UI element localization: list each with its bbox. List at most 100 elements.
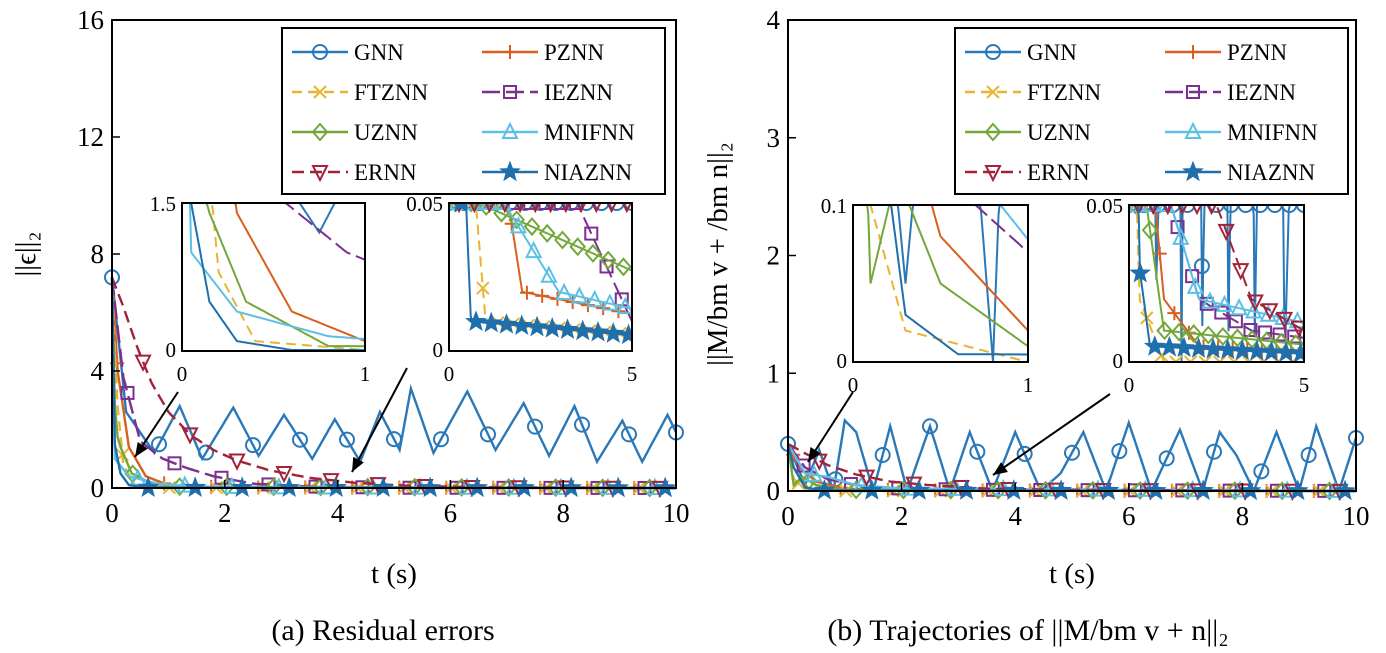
panel-b-inset-2-marker-niaznn <box>1129 261 1152 283</box>
panel-b-inset-2-marker-uznn <box>1229 328 1246 348</box>
panel-b-legend-marker <box>1186 45 1200 59</box>
panel-a-inset-2-marker-ieznn <box>569 203 584 210</box>
panel-a-inset-2-marker-niaznn <box>465 310 487 332</box>
panel-a-marker-niaznn <box>466 476 489 498</box>
panel-a-legend-item-ernn: ERNN <box>292 160 417 185</box>
panel-b-inset-2-marker-mnifnn <box>1215 294 1234 312</box>
panel-b-inset-xtick-label: 1 <box>1023 373 1034 397</box>
panel-a-inset-2: 0.05 00 5 <box>406 192 638 386</box>
panel-b-inset-2-line-mnifnn <box>1129 205 1304 324</box>
panel-a-legend-item-uznn: UZNN <box>292 120 418 145</box>
panel-b-inset-2-marker-ernn <box>1261 303 1279 321</box>
panel-b-inset-2-marker-pznn <box>1152 246 1167 261</box>
panel-a-marker-ernn <box>181 427 199 445</box>
panel-a-ytick-label: 4 <box>91 356 105 386</box>
panel-b-inset-2-marker-ieznn <box>1243 322 1258 337</box>
panel-a-marker-gnn <box>151 436 167 453</box>
panel-b-legend-label: PZNN <box>1227 40 1287 65</box>
panel-b-xtick-label: 4 <box>1008 501 1022 531</box>
panel-b-inset-2-marker-ieznn <box>1199 296 1214 311</box>
panel-b-legend-marker <box>1184 121 1202 139</box>
panel-b-legend-item-niaznn: NIAZNN <box>1165 160 1316 185</box>
panel-b-inset-2-marker-niaznn <box>1216 338 1239 360</box>
panel-a-marker-gnn <box>574 416 590 433</box>
panel-a-legend: GNN PZNN FTZNN IEZNN UZNN MNIFNN ERNN NIAZNN <box>281 27 666 195</box>
panel-a-inset-2-marker-mnifnn <box>525 240 543 259</box>
panel-b-inset-2-marker-ieznn <box>1287 329 1302 344</box>
panel-a-inset-1-line-mnifnn <box>182 203 365 340</box>
panel-a-legend-marker <box>503 85 517 99</box>
panel-a-xtick-label: 10 <box>663 498 690 528</box>
panel-a-marker-gnn <box>527 418 543 435</box>
panel-b-marker-uznn <box>942 480 960 500</box>
panel-b-inset-2-line-gnn <box>1129 205 1304 362</box>
panel-a-inset-1: 1.5 00 1 <box>150 192 371 386</box>
panel-b-zoom-arrowhead <box>808 446 821 462</box>
panel-b-xtick-label: 6 <box>1122 501 1136 531</box>
panel-b-legend-marker <box>1186 85 1200 99</box>
panel-b-inset-2-marker-gnn <box>1223 205 1240 213</box>
panel-b-inset-2-marker-niaznn <box>1187 337 1210 358</box>
panel-b-inset-2-marker-niaznn <box>1289 342 1304 362</box>
panel-a-inset-2-marker-ftznn <box>476 281 490 295</box>
panel-a-marker-niaznn <box>513 476 536 498</box>
panel-b-inset-2-marker-ftznn <box>1213 355 1227 362</box>
panel-b-inset-2-marker-niaznn <box>1231 339 1254 360</box>
panel-a-inset-xtick-label: 5 <box>627 362 638 386</box>
panel-b-legend-label: NIAZNN <box>1227 160 1316 185</box>
panel-b-legend-item-ernn: ERNN <box>965 160 1090 185</box>
panel-a-inset-2-marker-gnn <box>578 203 595 211</box>
panel-a-inset-2-marker-niaznn <box>541 316 564 338</box>
panel-a-inset-2-marker-niaznn <box>602 322 625 343</box>
panel-a-inset-2-marker-uznn <box>615 257 632 277</box>
panel-b-xtick-label: 8 <box>1236 501 1250 531</box>
panel-a-marker-ernn <box>134 354 152 372</box>
panel-b-marker-niaznn <box>860 479 883 500</box>
panel-a-legend-item-ieznn: IEZNN <box>482 80 613 105</box>
panel-b-inset-2-marker-ieznn <box>1185 269 1200 284</box>
panel-a-marker-gnn <box>386 431 402 448</box>
panel-a-inset-1-line-pznn <box>182 203 365 343</box>
panel-a-legend-item-niaznn: NIAZNN <box>482 160 633 185</box>
panel-a-inset-2-marker-mnifnn <box>509 216 528 234</box>
panel-a-inset-2-marker-niaznn <box>454 203 468 213</box>
panel-a-inset-ytick-label: 1.5 <box>150 192 176 216</box>
panel-a-inset-2-marker-mnifnn <box>616 296 632 315</box>
panel-b-legend-marker <box>985 44 1001 60</box>
panel-a-legend-label: IEZNN <box>544 80 613 105</box>
panel-b-xtick-label: 2 <box>895 501 909 531</box>
panel-a-inset-2-line-mnifnn <box>449 203 632 310</box>
panel-b-inset-2-marker-uznn <box>1129 205 1144 215</box>
panel-b-marker-gnn <box>1158 450 1175 467</box>
panel-a-xtick-label: 0 <box>105 498 119 528</box>
panel-b-marker-gnn <box>922 418 938 435</box>
panel-b-inset-2-marker-ernn <box>1246 294 1264 312</box>
panel-b-marker-niaznn <box>1002 479 1025 500</box>
panel-b-marker-gnn <box>874 447 891 464</box>
panel-b-inset-2-marker-uznn <box>1200 325 1217 345</box>
panel-b-line-gnn <box>786 417 1358 496</box>
panel-a-inset-2-marker-pznn <box>519 285 534 300</box>
panel-a-ytick-label: 0 <box>91 473 105 503</box>
panel-b-inset-1: 0.1 00 1 <box>821 194 1034 397</box>
panel-b-inset-2-marker-ernn <box>1217 223 1235 242</box>
panel-b-xtick-label: 0 <box>781 501 795 531</box>
panel-b-inset-1-line-ieznn <box>853 205 1028 253</box>
panel-a-inset-ytick-label: 0 <box>433 338 444 362</box>
panel-a-legend-marker <box>313 85 327 99</box>
panel-b-inset-1-line-gnn <box>853 205 1028 362</box>
panel-b-marker-niaznn <box>1097 479 1120 500</box>
panel-a-zoom-arrowhead <box>352 456 364 472</box>
panel-b-legend-marker <box>984 122 1002 142</box>
panel-a-inset-2-marker-uznn <box>538 223 556 243</box>
panel-b-marker-gnn <box>1016 445 1033 462</box>
panel-a-xtick-label: 8 <box>556 498 570 528</box>
panel-a-marker-niaznn <box>560 476 583 498</box>
panel-a-marker-gnn <box>339 431 355 448</box>
panel-a-inset-2-marker-ieznn <box>508 203 523 210</box>
panel-a-legend-label: UZNN <box>354 120 418 145</box>
panel-a-marker-uznn <box>218 477 236 497</box>
panel-a-inset-2-marker-ieznn <box>553 203 568 210</box>
panel-a-marker-gnn <box>433 431 449 448</box>
panel-b-caption: (b) Trajectories of ||M/bm v + n||₂ <box>827 614 1228 647</box>
